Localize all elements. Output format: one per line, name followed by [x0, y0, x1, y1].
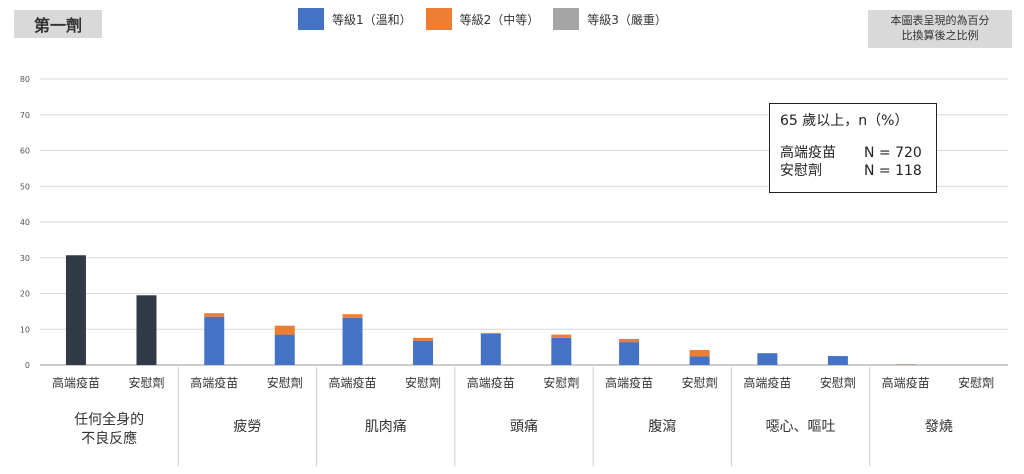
group-label: 噁心、嘔吐	[766, 419, 836, 435]
bar-grade2	[551, 334, 572, 338]
bar-grade1	[689, 356, 710, 365]
y-tick-label: 30	[20, 254, 30, 263]
percentage-note: 本圖表呈現的為百分 比換算後之比例	[868, 10, 1012, 48]
bar-grade1	[204, 316, 225, 365]
y-tick-label: 60	[20, 147, 30, 156]
x-bar-label: 安慰劑	[543, 375, 579, 390]
bar-grade2	[274, 325, 295, 335]
bar-total	[136, 295, 157, 365]
x-bar-label: 高端疫苗	[882, 375, 930, 390]
y-tick-label: 50	[20, 182, 30, 191]
population-info-box: 65 歲以上，n（%） 高端疫苗 N = 720 安慰劑 N = 118	[769, 103, 937, 193]
bar-grade1	[480, 333, 501, 365]
info-title: 65 歲以上，n（%）	[780, 113, 909, 129]
bar-grade2	[689, 349, 710, 357]
bar-grade1	[413, 340, 434, 365]
bar-total	[65, 255, 86, 365]
bar-grade2	[342, 314, 363, 318]
legend-label-grade2: 等級2（中等）	[459, 12, 540, 27]
x-bar-label: 安慰劑	[405, 375, 441, 390]
y-tick-label: 20	[20, 290, 30, 299]
bar-grade1	[342, 317, 363, 365]
x-bar-label: 高端疫苗	[467, 375, 515, 390]
bar-grade2	[413, 337, 434, 341]
info-value-placebo: N = 118	[864, 163, 922, 179]
bar-grade1	[827, 356, 848, 365]
group-label: 不良反應	[81, 430, 137, 447]
y-tick-label: 80	[20, 75, 30, 84]
bar-grade1	[551, 337, 572, 365]
legend-label-grade3: 等級3（嚴重）	[587, 12, 667, 27]
y-tick-label: 0	[25, 361, 30, 370]
chart-legend: 等級1（溫和） 等級2（中等） 等級3（嚴重）	[298, 8, 681, 30]
legend-item-grade2: 等級2（中等）	[425, 8, 540, 30]
legend-label-grade1: 等級1（溫和）	[332, 12, 412, 27]
x-bar-label: 安慰劑	[958, 375, 994, 390]
dose-label: 第一劑	[14, 10, 102, 38]
info-value-vaccine: N = 720	[864, 145, 922, 161]
info-row-placebo: 安慰劑 N = 118	[780, 162, 926, 180]
x-bar-label: 高端疫苗	[190, 375, 238, 390]
legend-swatch-grade1	[298, 8, 324, 30]
info-label-vaccine: 高端疫苗	[780, 145, 836, 161]
legend-item-grade1: 等級1（溫和）	[298, 8, 412, 30]
percentage-note-line1: 本圖表呈現的為百分	[890, 14, 990, 27]
y-tick-label: 40	[20, 218, 30, 227]
x-bar-label: 安慰劑	[820, 375, 856, 390]
group-label: 疲勞	[233, 418, 261, 435]
x-bar-label: 安慰劑	[128, 375, 164, 390]
legend-swatch-grade3	[553, 8, 580, 30]
bar-grade2	[619, 338, 640, 343]
group-label: 發燒	[925, 419, 953, 435]
y-tick-label: 10	[20, 325, 30, 334]
x-bar-label: 高端疫苗	[52, 375, 100, 390]
group-label: 頭痛	[510, 418, 538, 435]
x-bar-label: 安慰劑	[682, 375, 718, 390]
info-row-vaccine: 高端疫苗 N = 720	[780, 144, 926, 162]
bar-grade2	[204, 313, 225, 317]
group-label: 腹瀉	[648, 418, 676, 435]
legend-swatch-grade2	[425, 8, 452, 30]
bar-grade2	[480, 332, 501, 334]
legend-item-grade3: 等級3（嚴重）	[553, 8, 667, 30]
y-tick-label: 70	[20, 111, 30, 120]
bar-grade1	[274, 334, 295, 365]
percentage-note-line2: 比換算後之比例	[901, 29, 979, 42]
bar-grade1	[619, 342, 640, 365]
bar-grade1	[757, 353, 778, 365]
x-bar-label: 高端疫苗	[743, 375, 791, 390]
x-bar-label: 高端疫苗	[329, 375, 377, 390]
x-bar-label: 高端疫苗	[605, 375, 653, 390]
group-label: 任何全身的	[74, 411, 144, 428]
x-bar-label: 安慰劑	[267, 375, 303, 390]
info-label-placebo: 安慰劑	[780, 163, 822, 179]
group-label: 肌肉痛	[365, 418, 407, 435]
